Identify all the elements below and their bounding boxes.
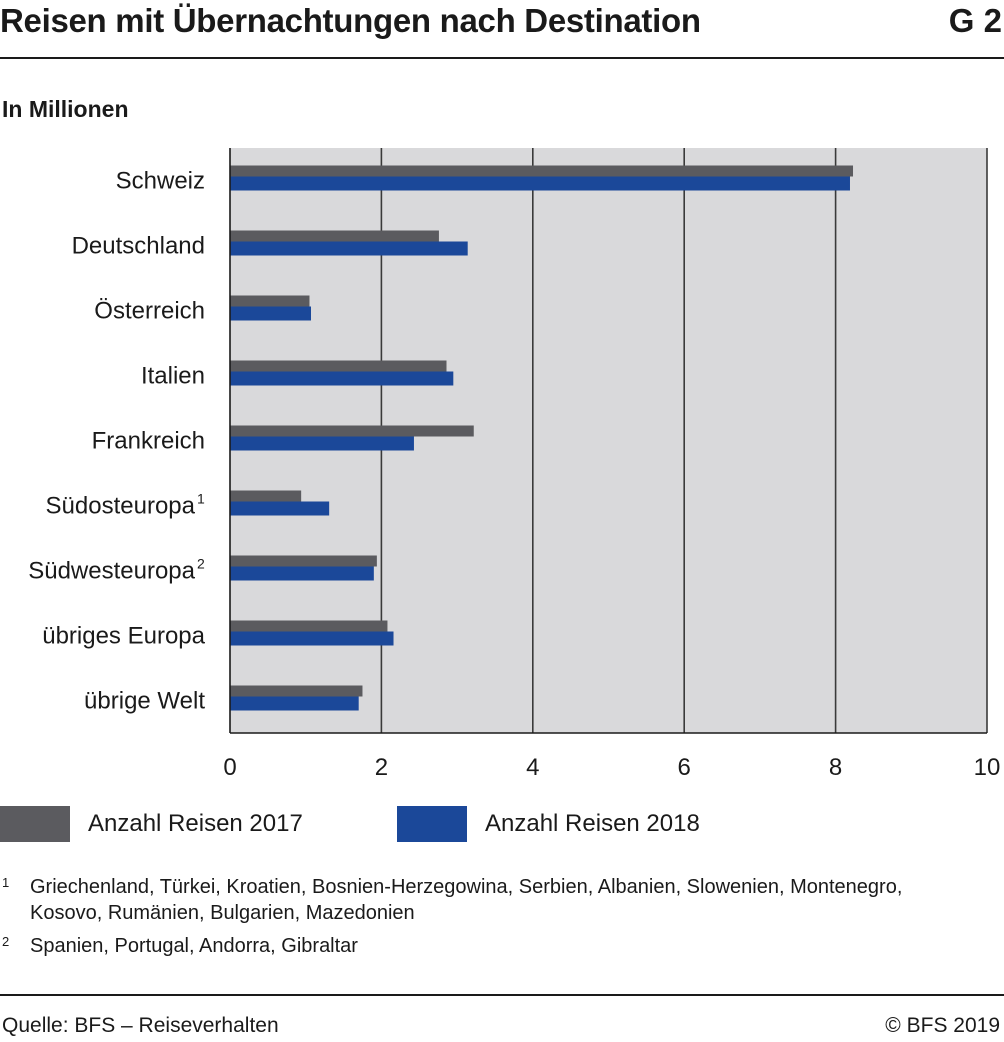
category-label-5: Südosteuropa xyxy=(46,493,196,520)
footnote-2-marker: 2 xyxy=(2,934,10,949)
chart-title: Reisen mit Übernachtungen nach Destinati… xyxy=(0,2,701,39)
bar-2018-3 xyxy=(230,371,454,386)
bar-2018-2 xyxy=(230,306,311,321)
category-label-6: Südwesteuropa xyxy=(28,558,195,585)
x-tick-label-6: 6 xyxy=(678,754,691,781)
category-superscript-6: 2 xyxy=(197,556,205,572)
legend-item-2017: Anzahl Reisen 2017 xyxy=(0,806,303,842)
figure-number: G 2 xyxy=(948,2,1002,39)
x-tick-label-0: 0 xyxy=(223,754,236,781)
bar-2017-3 xyxy=(230,360,447,372)
category-superscript-5: 1 xyxy=(197,491,205,507)
bar-2017-5 xyxy=(230,490,302,502)
category-label-1: Deutschland xyxy=(72,233,205,260)
unit-label: In Millionen xyxy=(2,96,129,122)
category-label-4: Frankreich xyxy=(92,428,205,455)
bar-2018-5 xyxy=(230,501,330,516)
legend-item-2018: Anzahl Reisen 2018 xyxy=(397,806,700,842)
footnote-1-text: Griechenland, Türkei, Kroatien, Bosnien-… xyxy=(30,876,903,924)
footnote-1-marker: 1 xyxy=(2,875,10,890)
top-rule xyxy=(0,57,1004,59)
bar-2017-4 xyxy=(230,425,474,437)
bar-2018-1 xyxy=(230,241,468,256)
category-label-3: Italien xyxy=(141,363,205,390)
bar-2018-8 xyxy=(230,696,359,711)
category-label-7: übriges Europa xyxy=(42,623,205,650)
legend-label-2017: Anzahl Reisen 2017 xyxy=(88,810,303,837)
category-label-2: Österreich xyxy=(94,298,205,325)
bar-2018-6 xyxy=(230,566,374,581)
bar-2017-7 xyxy=(230,620,388,632)
bar-2018-0 xyxy=(230,176,850,191)
bar-2018-7 xyxy=(230,631,394,646)
x-tick-label-4: 4 xyxy=(526,754,539,781)
x-tick-label-10: 10 xyxy=(974,754,1001,781)
bar-2017-8 xyxy=(230,685,363,697)
bar-2017-0 xyxy=(230,165,854,177)
category-label-8: übrige Welt xyxy=(84,688,205,715)
legend-swatch-2018 xyxy=(397,806,467,842)
bar-2017-2 xyxy=(230,295,310,307)
footnote-2-text: Spanien, Portugal, Andorra, Gibraltar xyxy=(30,935,358,957)
copyright-note: © BFS 2019 xyxy=(885,1014,1000,1037)
bar-2018-4 xyxy=(230,436,414,451)
legend-swatch-2017 xyxy=(0,806,70,842)
bar-chart: 0 2 4 6 8 10 Schweiz Deutschland Österreich Itali… xyxy=(28,148,1001,781)
source-note: Quelle: BFS – Reiseverhalten xyxy=(2,1014,279,1037)
bottom-rule xyxy=(0,994,1004,996)
bar-2017-6 xyxy=(230,555,377,567)
bar-2017-1 xyxy=(230,230,439,242)
legend-label-2018: Anzahl Reisen 2018 xyxy=(485,810,700,837)
x-tick-label-8: 8 xyxy=(829,754,842,781)
x-tick-label-2: 2 xyxy=(375,754,388,781)
category-label-0: Schweiz xyxy=(116,168,205,195)
